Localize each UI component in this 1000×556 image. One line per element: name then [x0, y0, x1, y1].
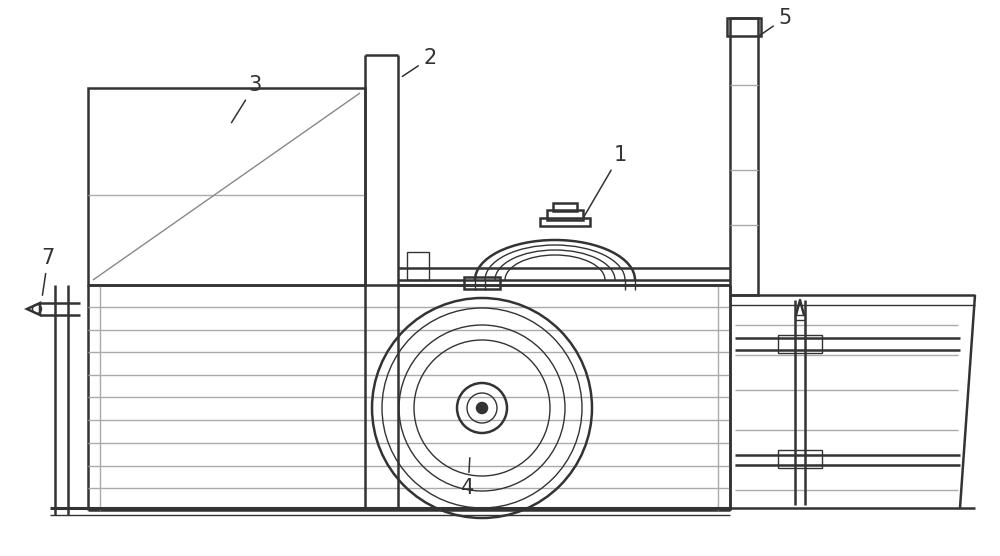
Bar	[88, 88, 365, 285]
Text: 5: 5	[758, 8, 792, 37]
Bar	[778, 335, 822, 353]
Text: 4: 4	[461, 458, 475, 498]
Text: 1: 1	[583, 145, 627, 217]
Bar	[464, 277, 500, 289]
Bar	[727, 18, 761, 36]
Bar	[553, 203, 577, 211]
Bar	[795, 315, 805, 320]
Text: 3: 3	[231, 75, 262, 123]
Text: 7: 7	[41, 248, 55, 295]
Circle shape	[479, 405, 485, 411]
Text: 2: 2	[402, 48, 437, 77]
Bar	[540, 218, 590, 226]
Bar	[730, 18, 758, 295]
Bar	[407, 252, 429, 280]
Bar	[547, 210, 583, 220]
Bar	[778, 450, 822, 468]
